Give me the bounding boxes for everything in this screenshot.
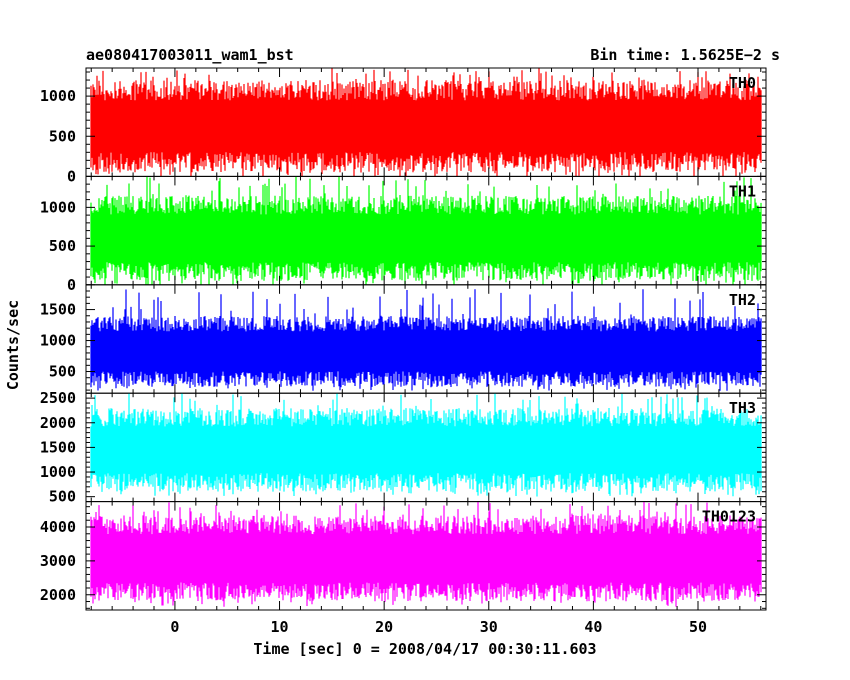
series-label-th1: TH1	[729, 182, 756, 200]
series-label-th3: TH3	[729, 399, 756, 417]
bin-time-label: Bin time: 1.5625E−2 s	[590, 46, 780, 64]
y-axis-label: Counts/sec	[4, 300, 22, 390]
y-tick-label: 2000	[40, 414, 76, 432]
y-tick-label: 2000	[40, 586, 76, 604]
x-axis-label: Time [sec] 0 = 2008/04/17 00:30:11.603	[253, 640, 596, 658]
x-tick-label: 30	[480, 618, 498, 636]
y-tick-label: 500	[49, 127, 76, 145]
y-tick-label: 1000	[40, 198, 76, 216]
panel-th0: 0 500 1000 TH0	[40, 67, 767, 185]
series-label-th0123: TH0123	[702, 508, 756, 526]
x-tick-label: 20	[375, 618, 393, 636]
y-tick-label: 0	[67, 167, 76, 185]
series-trace-th3	[90, 393, 762, 497]
y-tick-label: 1500	[40, 301, 76, 319]
series-trace-th0	[90, 68, 762, 177]
y-tick-label: 500	[49, 488, 76, 506]
x-tick-label: 50	[689, 618, 707, 636]
y-tick-label: 0	[67, 276, 76, 294]
x-tick-label: 0	[170, 618, 179, 636]
series-trace-th2	[90, 289, 762, 391]
y-tick-label: 500	[49, 237, 76, 255]
series-label-th0: TH0	[729, 74, 756, 92]
x-tick-label: 10	[271, 618, 289, 636]
panel-th1: 0 500 1000 TH1	[40, 175, 767, 294]
panel-th2: 500 1000 1500 TH2	[40, 284, 767, 394]
y-tick-label: 1000	[40, 332, 76, 350]
chart-panels: 05001000TH005001000TH150010001500TH25001…	[40, 67, 767, 636]
y-tick-label: 2500	[40, 389, 76, 407]
series-label-th2: TH2	[729, 291, 756, 309]
series-trace-th0123	[90, 501, 762, 607]
panel-th3: 500 1000 1500 2000 2500 TH3	[40, 389, 767, 506]
series-trace-th1	[90, 176, 762, 285]
y-tick-label: 500	[49, 363, 76, 381]
y-tick-label: 1500	[40, 438, 76, 456]
chart-title: ae080417003011_wam1_bst	[86, 46, 294, 64]
y-tick-label: 1000	[40, 463, 76, 481]
y-tick-label: 1000	[40, 87, 76, 105]
panel-th0123: 2000 3000 4000 TH0123	[40, 501, 767, 611]
x-tick-label: 40	[584, 618, 602, 636]
y-tick-label: 4000	[40, 518, 76, 536]
y-tick-label: 3000	[40, 552, 76, 570]
